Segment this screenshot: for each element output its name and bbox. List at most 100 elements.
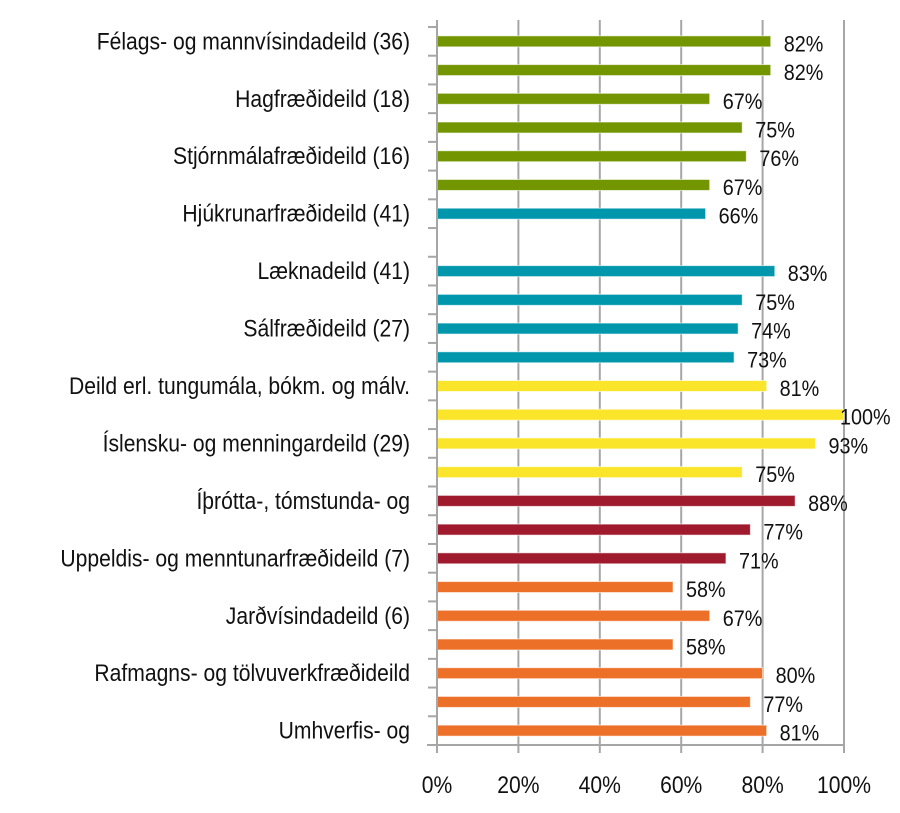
data-label-group: 67% [723, 607, 763, 631]
category-label: Deild erl. tungumála, bókm. og málv. [69, 373, 410, 400]
data-label: 77% [763, 693, 803, 717]
category-label-group: Félags- og mannvísindadeild (36) [97, 28, 410, 55]
data-label: 74% [751, 320, 791, 344]
bar [436, 265, 776, 278]
category-label: Uppeldis- og menntunarfræðideild (7) [60, 545, 410, 572]
x-tick-label: 80% [741, 772, 783, 799]
axes [427, 20, 845, 753]
bar [436, 437, 817, 450]
category-label: Íþrótta-, tómstunda- og [196, 488, 410, 515]
category-label-group: Hjúkrunarfræðideild (41) [182, 200, 410, 227]
x-tick-group: 40% [579, 772, 621, 799]
category-label: Læknadeild (41) [257, 258, 410, 285]
x-tick-label: 40% [579, 772, 621, 799]
category-label: Rafmagns- og tölvuverkfræðideild [94, 660, 410, 687]
data-label-group: 100% [840, 406, 891, 430]
data-label: 66% [719, 205, 759, 229]
data-label-group: 67% [723, 176, 763, 200]
category-label-group: Umhverfis- og [279, 717, 410, 744]
category-label-group: Rafmagns- og tölvuverkfræðideild [94, 660, 410, 687]
x-tick-group: 100% [817, 772, 871, 799]
bar [436, 178, 711, 191]
category-label-group: Stjórnmálafræðideild (16) [173, 143, 410, 170]
bar [436, 293, 743, 306]
bar [436, 35, 772, 48]
data-label: 58% [686, 578, 726, 602]
bar [436, 466, 743, 479]
data-label-group: 71% [739, 549, 779, 573]
data-label-group: 82% [784, 61, 824, 85]
data-label: 67% [723, 176, 763, 200]
category-label-group: Sálfræðideild (27) [243, 315, 410, 342]
bar [436, 494, 796, 507]
data-label: 83% [788, 262, 828, 286]
data-label-group: 76% [759, 147, 799, 171]
category-label-group: Uppeldis- og menntunarfræðideild (7) [60, 545, 410, 572]
data-label: 76% [759, 147, 799, 171]
data-label-group: 75% [755, 463, 795, 487]
bar [436, 322, 739, 335]
bar [436, 638, 674, 651]
data-label-group: 93% [829, 435, 869, 459]
data-label: 67% [723, 607, 763, 631]
bar [436, 408, 845, 421]
bar [436, 351, 735, 364]
bar [436, 92, 711, 105]
bar [436, 609, 711, 622]
data-label-group: 66% [719, 205, 759, 229]
category-label: Sálfræðideild (27) [243, 315, 410, 342]
bar [436, 552, 727, 565]
x-tick-labels: 0% 20% 40% 60% 80% 100% [422, 772, 871, 799]
data-label: 77% [763, 521, 803, 545]
bar [436, 667, 764, 680]
category-label: Íslensku- og menningardeild (29) [103, 430, 410, 457]
bar [436, 695, 751, 708]
category-label-group: Jarðvísindadeild (6) [226, 603, 410, 630]
bar [436, 121, 743, 134]
category-label: Jarðvísindadeild (6) [226, 603, 410, 630]
data-label: 88% [808, 492, 848, 516]
x-tick-group: 80% [741, 772, 783, 799]
data-label: 67% [723, 90, 763, 114]
data-labels: 82% 82% 67% 75% 76% 67% 66% 83% 75% 74% 73% 81% 100%… [686, 32, 891, 745]
category-label: Hjúkrunarfræðideild (41) [182, 200, 410, 227]
data-label-group: 73% [747, 348, 787, 372]
data-label: 75% [755, 119, 795, 143]
data-label: 80% [776, 664, 816, 688]
data-label-group: 81% [780, 722, 820, 746]
data-label-group: 88% [808, 492, 848, 516]
data-label: 58% [686, 636, 726, 660]
data-label: 82% [784, 32, 824, 56]
data-label: 81% [780, 722, 820, 746]
category-label-group: Deild erl. tungumála, bókm. og málv. [69, 373, 410, 400]
data-label-group: 58% [686, 636, 726, 660]
category-label: Umhverfis- og [279, 717, 410, 744]
data-label-group: 75% [755, 119, 795, 143]
bar [436, 724, 768, 737]
category-label-group: Læknadeild (41) [257, 258, 410, 285]
data-label-group: 77% [763, 693, 803, 717]
bar [436, 150, 747, 163]
data-label-group: 81% [780, 377, 820, 401]
category-label: Hagfræðideild (18) [235, 86, 410, 113]
category-label: Stjórnmálafræðideild (16) [173, 143, 410, 170]
data-label-group: 75% [755, 291, 795, 315]
data-label-group: 77% [763, 521, 803, 545]
bar [436, 380, 768, 392]
category-labels: Félags- og mannvísindadeild (36) Hagfræði… [60, 28, 410, 744]
category-label-group: Íslensku- og menningardeild (29) [103, 430, 410, 457]
x-tick-group: 60% [660, 772, 702, 799]
bar [436, 523, 751, 536]
data-label-group: 80% [776, 664, 816, 688]
category-label: Félags- og mannvísindadeild (36) [97, 28, 410, 55]
data-label: 71% [739, 549, 779, 573]
data-label-group: 58% [686, 578, 726, 602]
bar [436, 207, 707, 220]
bar [436, 581, 674, 594]
x-tick-group: 0% [422, 772, 453, 799]
data-label-group: 82% [784, 32, 824, 56]
x-tick-group: 20% [497, 772, 539, 799]
category-label-group: Hagfræðideild (18) [235, 86, 410, 113]
data-label: 73% [747, 348, 787, 372]
